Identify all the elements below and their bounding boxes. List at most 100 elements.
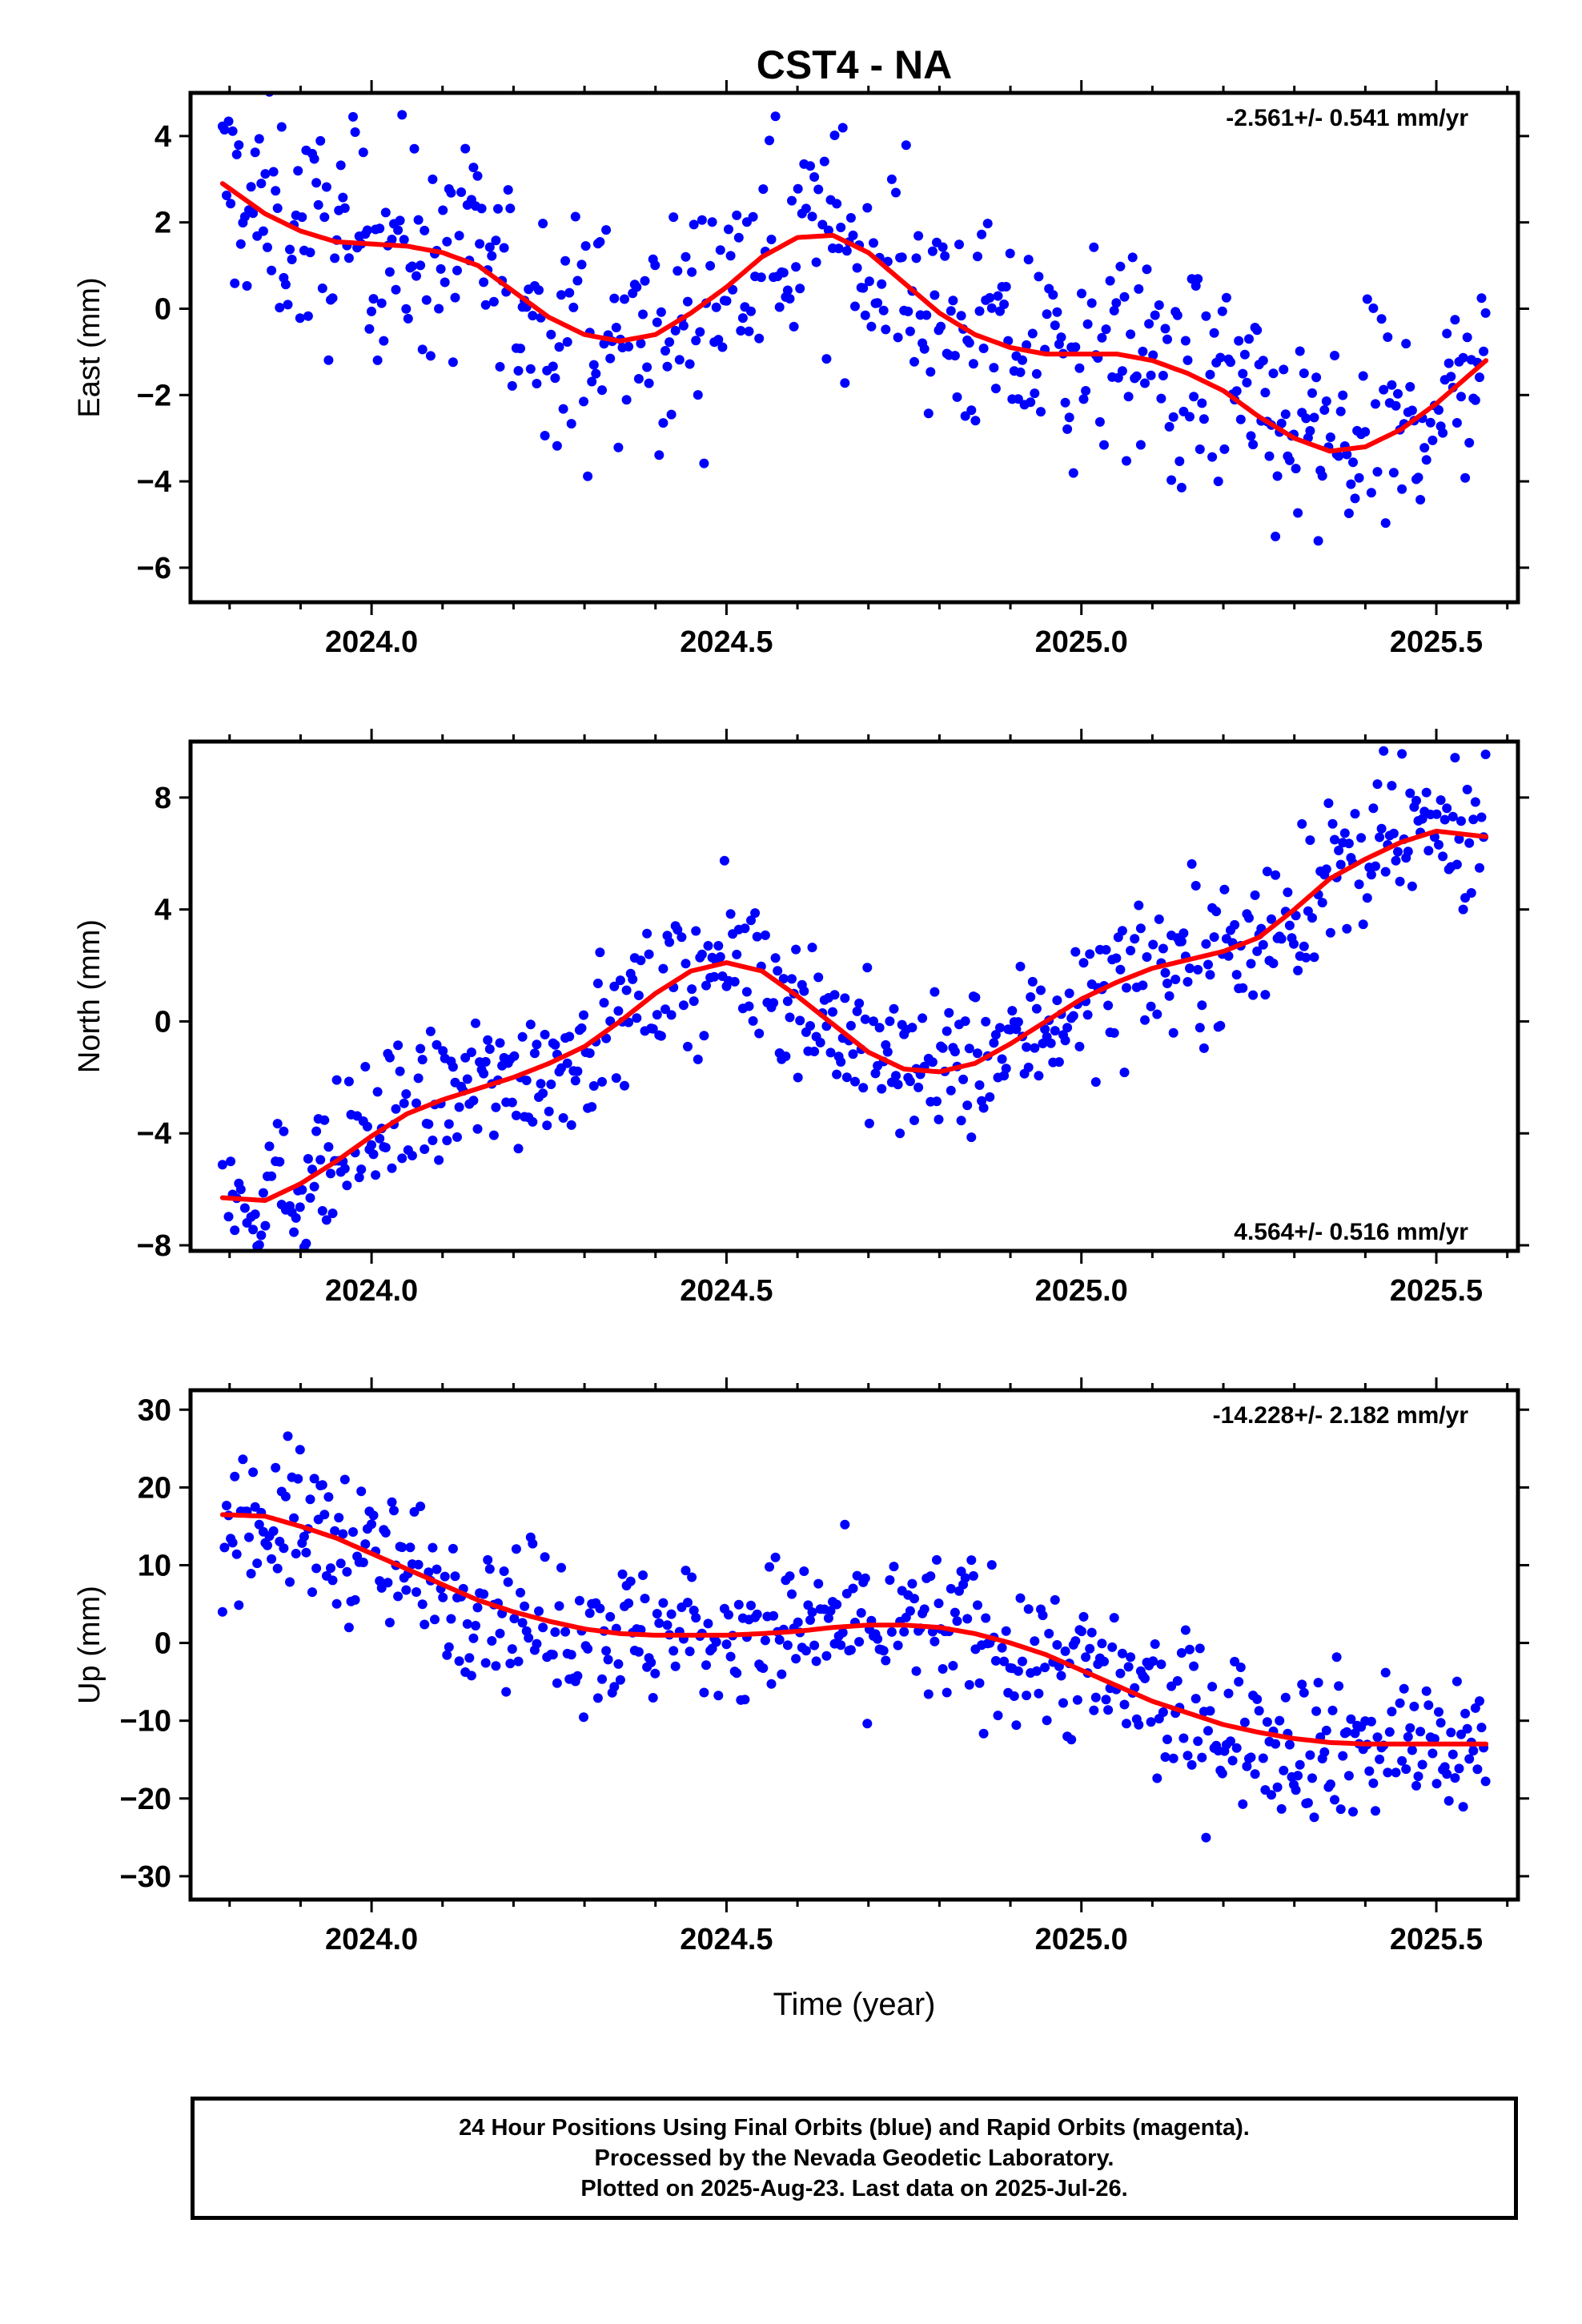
data-point [1142,264,1152,275]
data-point [1026,992,1036,1002]
data-point [307,1164,317,1175]
data-point [491,235,501,246]
east-axis-label: East (mm) [73,277,106,417]
data-point [484,1564,495,1574]
data-point [1060,1035,1070,1046]
data-point [432,1564,442,1574]
data-point [1267,1790,1276,1800]
data-point [1307,388,1317,398]
data-point [813,972,824,983]
data-point [999,1656,1010,1667]
data-point [1178,928,1189,939]
data-point [420,225,430,235]
data-point [272,203,283,213]
data-point [417,1599,428,1610]
data-point [343,253,354,263]
y-tick-label: 4 [155,894,171,927]
data-point [534,285,544,296]
data-point [360,1062,371,1072]
data-point [687,1572,697,1582]
data-point [1391,1767,1401,1778]
data-point [1191,881,1201,891]
data-point [244,1252,254,1261]
data-point [791,1654,801,1664]
data-point [758,1663,769,1673]
data-point [1105,275,1115,286]
data-point [436,263,446,274]
data-point [605,1016,616,1027]
data-point [707,217,717,227]
data-point [845,1645,856,1655]
data-point [572,1066,583,1076]
data-point [1146,1001,1156,1011]
data-point [1458,352,1468,363]
data-point [246,1569,256,1578]
data-point [1189,392,1199,402]
data-point [1301,952,1311,963]
data-point [399,1098,409,1108]
data-point [913,1082,924,1092]
data-point [1148,1656,1158,1667]
data-point [263,242,272,252]
data-point [942,1687,952,1698]
data-point [319,1510,330,1520]
data-point [584,1048,595,1059]
data-point [754,333,765,344]
data-point [480,1658,491,1668]
data-point [1185,963,1195,974]
data-point [836,1640,846,1651]
data-point [1221,292,1231,303]
data-point [1275,1715,1285,1726]
data-point [1271,870,1281,880]
data-point [368,1510,379,1521]
data-point [1230,919,1240,930]
data-point [1407,1745,1417,1755]
data-point [1089,242,1099,252]
y-tick-label: 4 [155,120,171,154]
data-point [376,298,387,308]
data-point [989,1038,999,1048]
data-point [1022,1042,1032,1052]
data-point [248,208,259,219]
data-point [409,1506,420,1517]
data-point [640,1594,650,1604]
data-point [864,1118,874,1128]
data-point [1101,1695,1111,1705]
data-point [516,1587,525,1598]
data-point [499,243,509,253]
data-point [1238,368,1248,379]
data-point [729,976,740,987]
up-rate-label: -14.228+/- 2.182 mm/yr [1213,1402,1469,1429]
data-point [1442,1769,1452,1779]
data-point [1435,1718,1446,1728]
data-point [907,1023,917,1033]
data-point [343,1622,354,1633]
data-point [466,1047,476,1057]
data-point [1309,412,1319,423]
data-point [1152,1773,1162,1783]
data-point [499,1566,509,1576]
data-point [1464,437,1475,448]
data-point [970,992,981,1003]
data-point [860,1573,870,1583]
data-point [580,241,591,251]
data-point [1350,493,1360,504]
data-point [858,1083,869,1093]
data-point [1348,457,1358,468]
data-point [219,1542,230,1553]
data-point [793,1072,803,1083]
data-point [1089,1705,1099,1715]
data-point [1135,440,1146,450]
data-point [1475,862,1484,873]
data-point [1109,1027,1119,1038]
data-point [599,339,609,349]
data-point [1395,1698,1405,1708]
data-point [412,271,421,281]
data-point [661,1004,670,1015]
data-point [1460,1708,1471,1719]
data-point [339,1474,350,1485]
data-point [973,1600,982,1610]
data-point [781,1051,791,1061]
data-point [1327,818,1338,829]
data-point [1099,440,1109,450]
